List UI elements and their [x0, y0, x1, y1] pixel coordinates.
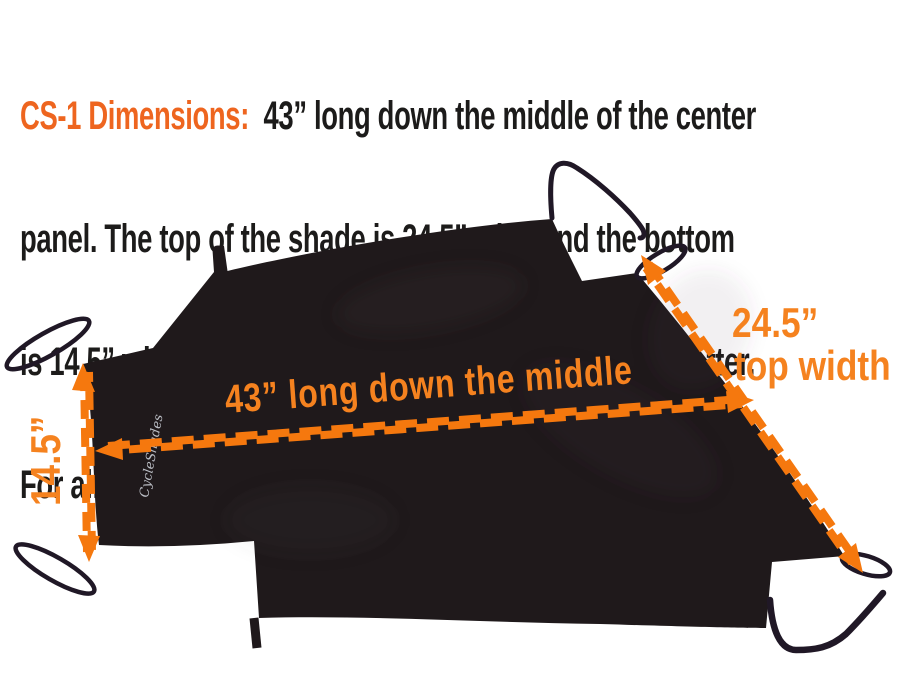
dimension-line-length [95, 391, 754, 460]
label-top-width-value: 24.5” [732, 300, 818, 347]
arrowhead-top-width-upper [641, 255, 666, 285]
dimension-line-top-width [641, 255, 863, 573]
hanging-strap-bottom-right [766, 589, 887, 654]
hanging-tab-bottom [249, 617, 262, 649]
description-line-1-rest: 43” long down the middle of the center [248, 94, 757, 138]
tie-strap-top [548, 160, 647, 241]
arrowhead-bottom-width-upper [72, 363, 95, 392]
corner-loop-top-left [4, 316, 92, 372]
corner-loop-top-right [634, 243, 688, 281]
label-top-width: top width [734, 343, 891, 390]
arrowhead-length-left [95, 438, 123, 460]
description-line-1: CS-1 Dimensions: 43” long down the middl… [20, 94, 756, 138]
arrowhead-bottom-width-lower [78, 535, 100, 562]
label-bottom-width-value: 14.5” [23, 416, 70, 506]
arrowhead-top-width-lower [838, 543, 863, 573]
corner-loop-bottom-left [13, 542, 97, 596]
dimension-line-bottom-width [72, 363, 100, 562]
dimensions-heading: CS-1 Dimensions: [20, 94, 249, 138]
